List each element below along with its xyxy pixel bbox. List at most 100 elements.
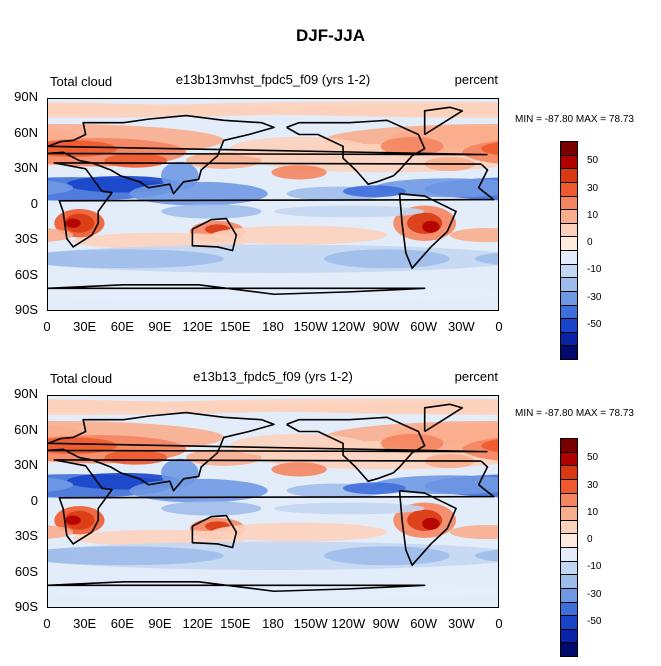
colorbar-swatch — [560, 628, 578, 644]
contour-region — [48, 399, 187, 412]
colorbar-swatch — [560, 181, 578, 197]
coastline — [48, 114, 488, 195]
contour-region — [271, 165, 327, 180]
contour-region — [449, 227, 498, 243]
lon-tick-label: 150W — [293, 319, 328, 334]
cloud-difference-map — [48, 99, 498, 310]
colorbar-swatch — [560, 533, 578, 548]
contour-region — [474, 252, 498, 265]
colorbar-swatch — [560, 642, 578, 657]
colorbar-swatch — [560, 168, 578, 183]
contour-region — [271, 462, 327, 477]
lon-tick-label: 0 — [495, 616, 503, 631]
lat-tick-label: 60S — [14, 563, 38, 579]
colorbar: 50 30 10 0 -10 -30 -50 — [560, 438, 601, 657]
lat-tick-label: 60N — [14, 421, 38, 437]
colorbar-swatch — [560, 438, 578, 453]
coastline — [48, 411, 488, 492]
coastline — [191, 514, 238, 549]
lon-tick-label: 0 — [495, 319, 503, 334]
coastline — [286, 416, 426, 482]
colorbar-swatch — [560, 587, 578, 603]
map-plot — [47, 98, 499, 311]
colorbar-swatch — [560, 304, 578, 320]
contour-region — [129, 478, 268, 503]
colorbar-swatch — [560, 154, 578, 170]
contour-region — [161, 204, 262, 219]
lon-tick-label: 90E — [148, 319, 172, 334]
map-plot — [47, 395, 499, 608]
colorbar-label: 30 — [587, 479, 599, 491]
lon-tick-label: 120E — [182, 616, 213, 631]
contour-region — [135, 398, 498, 413]
colorbar-swatch — [560, 209, 578, 224]
contour-region — [481, 142, 498, 156]
contour-region — [474, 549, 498, 562]
panel-left-label: Total cloud — [50, 74, 113, 89]
contour-region — [186, 449, 262, 466]
contour-region — [374, 178, 498, 198]
colorbar-label: -50 — [587, 318, 602, 330]
contour-region — [474, 588, 498, 595]
coastline — [286, 119, 426, 185]
lat-tick-label: 30S — [14, 528, 38, 543]
coastline — [398, 192, 457, 270]
colorbar-swatch — [560, 263, 578, 279]
lon-tick-label: 90E — [148, 616, 172, 631]
colorbar-swatch — [560, 615, 578, 630]
contour-region — [211, 225, 387, 245]
colorbar-swatch — [560, 492, 578, 508]
contour-region — [422, 220, 440, 233]
panel-left-label: Total cloud — [50, 371, 113, 386]
contour-region — [343, 185, 406, 198]
contour-region — [474, 291, 498, 298]
contour-region — [380, 433, 444, 453]
contour-region — [135, 101, 498, 116]
lat-tick-label: 90N — [14, 386, 38, 401]
panel-center-label: e13b13mvhst_fpdc5_f09 (yrs 1-2) — [175, 72, 371, 87]
lat-tick-label: 90S — [14, 599, 38, 614]
colorbar: 50 30 10 0 -10 -30 -50 — [560, 141, 601, 360]
contour-region — [324, 546, 450, 566]
panel-minmax: MIN = -87.80 MAX = 78.73 — [515, 408, 634, 419]
coastline — [398, 489, 457, 567]
lat-tick-label: 30S — [14, 231, 38, 246]
colorbar-swatch — [560, 451, 578, 467]
lon-tick-label: 0 — [43, 616, 51, 631]
panel-right-label: percent — [454, 72, 498, 87]
lon-tick-label: 60E — [110, 616, 134, 631]
contour-region — [48, 180, 74, 195]
contour-region — [104, 153, 168, 168]
coastline — [423, 106, 464, 136]
colorbar-swatch — [560, 465, 578, 480]
colorbar-label: 0 — [587, 534, 593, 546]
coastline — [53, 162, 495, 248]
lon-tick-label: 60W — [410, 616, 438, 631]
contour-region — [449, 524, 498, 540]
lon-tick-label: 30E — [73, 616, 97, 631]
figure-title: DJF-JJA — [296, 26, 365, 45]
panel-minmax: MIN = -87.80 MAX = 78.73 — [515, 114, 634, 125]
colorbar-swatch — [560, 560, 578, 576]
colorbar-label: -10 — [587, 264, 602, 276]
lon-tick-label: 60E — [110, 319, 134, 334]
contour-region — [374, 475, 498, 495]
lon-tick-label: 90W — [372, 319, 400, 334]
contour-region — [422, 517, 440, 530]
colorbar-swatch — [560, 222, 578, 238]
colorbar-label: 0 — [587, 237, 593, 249]
colorbar-swatch — [560, 547, 578, 562]
contour-region — [274, 502, 425, 515]
contour-region — [65, 218, 81, 228]
contour-region — [129, 181, 268, 206]
colorbar-label: -10 — [587, 561, 602, 573]
lon-tick-label: 120W — [331, 319, 366, 334]
colorbar-label: 10 — [587, 209, 599, 221]
lon-tick-label: 30W — [447, 319, 475, 334]
colorbar-label: 30 — [587, 182, 599, 194]
coastline — [191, 217, 238, 252]
colorbar-label: -30 — [587, 588, 602, 600]
contour-region — [161, 161, 199, 191]
colorbar-label: 10 — [587, 506, 599, 518]
colorbar-swatch — [560, 478, 578, 494]
